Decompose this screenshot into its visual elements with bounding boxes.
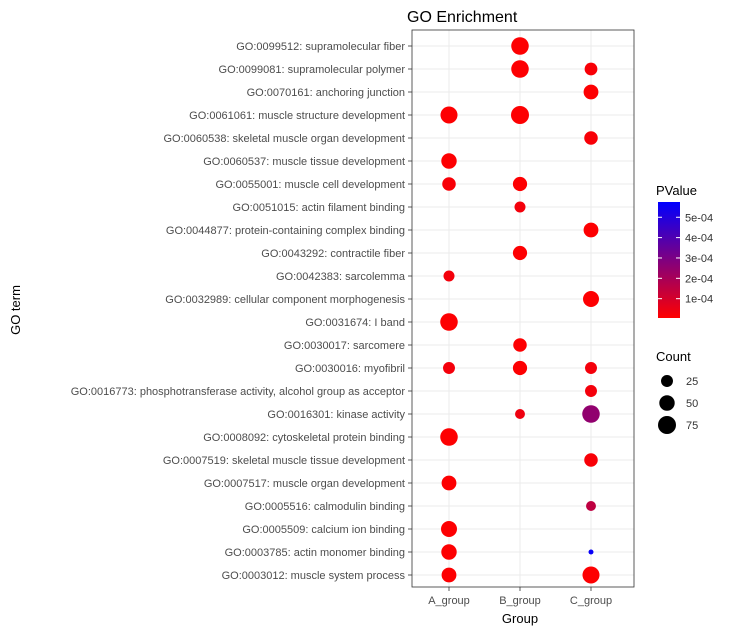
y-tick-label: GO:0030016: myofibril bbox=[295, 363, 405, 375]
x-tick-label: B_group bbox=[499, 595, 541, 607]
colorbar-label: 1e-04 bbox=[685, 294, 713, 306]
pvalue-colorbar bbox=[658, 202, 680, 318]
data-point bbox=[512, 360, 528, 376]
y-tick-label: GO:0016773: phosphotransferase activity,… bbox=[71, 386, 406, 398]
data-point bbox=[440, 428, 458, 446]
y-tick-label: GO:0044877: protein-containing complex b… bbox=[166, 225, 405, 237]
data-point bbox=[583, 222, 599, 238]
colorbar-label: 3e-04 bbox=[685, 253, 713, 265]
data-point bbox=[583, 291, 599, 307]
data-point bbox=[442, 177, 456, 191]
colorbar-label: 2e-04 bbox=[685, 273, 713, 285]
data-point bbox=[585, 385, 597, 397]
data-point bbox=[440, 106, 458, 124]
data-point bbox=[511, 106, 529, 124]
y-tick-label: GO:0016301: kinase activity bbox=[267, 409, 405, 421]
y-tick-label: GO:0061061: muscle structure development bbox=[189, 110, 405, 122]
data-point bbox=[514, 201, 526, 213]
y-tick-label: GO:0099512: supramolecular fiber bbox=[236, 41, 405, 53]
data-point bbox=[511, 37, 529, 55]
data-point bbox=[585, 362, 597, 374]
x-axis-title: Group bbox=[502, 611, 538, 626]
y-tick-label: GO:0005516: calmodulin binding bbox=[245, 501, 405, 513]
data-point bbox=[584, 453, 598, 467]
chart-title: GO Enrichment bbox=[407, 9, 518, 26]
panel-border bbox=[411, 29, 635, 588]
colorbar-label: 5e-04 bbox=[685, 212, 713, 224]
data-point bbox=[582, 405, 600, 423]
count-legend-label: 25 bbox=[686, 376, 698, 388]
y-tick-label: GO:0051015: actin filament binding bbox=[233, 202, 405, 214]
data-point bbox=[440, 313, 458, 331]
y-tick-label: GO:0007517: muscle organ development bbox=[204, 478, 405, 490]
x-tick-label: A_group bbox=[428, 595, 470, 607]
count-legend-label: 75 bbox=[686, 420, 698, 432]
data-point bbox=[583, 84, 599, 100]
data-points bbox=[440, 37, 600, 584]
data-point bbox=[441, 153, 457, 169]
y-tick-label: GO:0060538: skeletal muscle organ develo… bbox=[163, 133, 405, 145]
count-legend: Count 25 50 75 bbox=[656, 349, 698, 434]
count-legend-key bbox=[661, 375, 673, 387]
y-tick-label: GO:0008092: cytoskeletal protein binding bbox=[203, 432, 405, 444]
y-tick-label: GO:0007519: skeletal muscle tissue devel… bbox=[163, 455, 405, 467]
data-point bbox=[441, 567, 457, 583]
count-legend-key bbox=[658, 416, 676, 434]
data-point bbox=[443, 270, 455, 282]
data-point bbox=[513, 338, 527, 352]
y-tick-label: GO:0060537: muscle tissue development bbox=[203, 156, 405, 168]
y-tick-label: GO:0032989: cellular component morphogen… bbox=[165, 294, 405, 306]
y-tick-label: GO:0005509: calcium ion binding bbox=[242, 524, 405, 536]
x-tick-labels: A_group B_group C_group bbox=[428, 587, 612, 607]
y-tick-label: GO:0031674: I band bbox=[305, 317, 405, 329]
x-tick-label: C_group bbox=[570, 595, 612, 607]
y-tick-labels: GO:0099512: supramolecular fiber GO:00990… bbox=[71, 41, 412, 582]
data-point bbox=[515, 409, 525, 419]
pvalue-legend: PValue 5e-04 4e-04 3e-04 2e-04 1e-04 bbox=[656, 183, 713, 318]
data-point bbox=[443, 362, 455, 374]
data-point bbox=[441, 521, 457, 537]
data-point bbox=[512, 176, 528, 192]
colorbar-label: 4e-04 bbox=[685, 233, 713, 245]
data-point bbox=[584, 62, 598, 76]
data-point bbox=[584, 131, 598, 145]
y-tick-label: GO:0043292: contractile fiber bbox=[261, 248, 405, 260]
count-legend-label: 50 bbox=[686, 398, 698, 410]
data-point bbox=[586, 501, 596, 511]
y-axis-title: GO term bbox=[8, 285, 23, 335]
data-point bbox=[582, 566, 600, 584]
count-legend-key bbox=[659, 395, 675, 411]
y-tick-label: GO:0042383: sarcolemma bbox=[276, 271, 406, 283]
y-tick-label: GO:0003785: actin monomer binding bbox=[225, 547, 405, 559]
data-point bbox=[441, 475, 457, 491]
data-point bbox=[588, 549, 594, 555]
data-point bbox=[441, 544, 457, 560]
y-tick-label: GO:0055001: muscle cell development bbox=[215, 179, 405, 191]
data-point bbox=[511, 60, 529, 78]
data-point bbox=[512, 245, 528, 261]
pvalue-legend-title: PValue bbox=[656, 183, 697, 198]
y-tick-label: GO:0070161: anchoring junction bbox=[247, 87, 405, 99]
y-tick-label: GO:0099081: supramolecular polymer bbox=[219, 64, 406, 76]
y-tick-label: GO:0030017: sarcomere bbox=[284, 340, 405, 352]
count-legend-title: Count bbox=[656, 349, 691, 364]
y-tick-label: GO:0003012: muscle system process bbox=[222, 570, 406, 582]
